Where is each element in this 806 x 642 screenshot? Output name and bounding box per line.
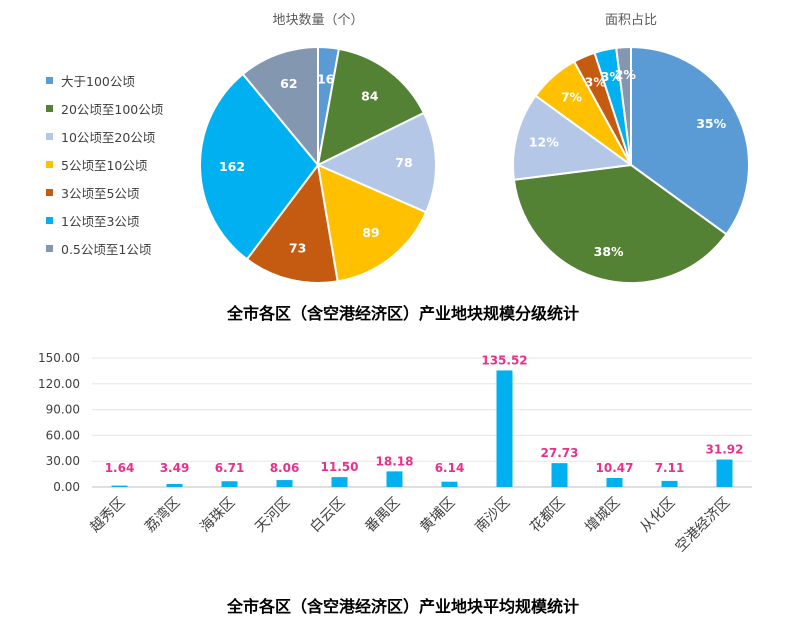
pie-slice-label: 38% — [594, 244, 624, 259]
legend-swatch — [46, 104, 53, 112]
legend-item: 3公顷至5公顷 — [46, 178, 163, 206]
bar-value-label: 27.73 — [541, 446, 579, 460]
bar — [276, 480, 293, 487]
pie-slice — [615, 45, 632, 166]
x-tick-label: 花都区 — [527, 495, 568, 536]
legend-item: 0.5公顷至1公顷 — [46, 234, 163, 262]
pies-caption: 全市各区（含空港经济区）产业地块规模分级统计 — [226, 304, 579, 323]
pie-slice — [241, 45, 319, 168]
legend-item: 1公顷至3公顷 — [46, 206, 163, 234]
legend-item: 大于100公顷 — [46, 66, 163, 94]
legend-swatch — [46, 244, 53, 252]
pie-slice-label: 84 — [361, 88, 379, 103]
legend-label: 10公顷至20公顷 — [61, 129, 156, 145]
y-tick-label: 120.00 — [38, 377, 80, 391]
y-tick-label: 30.00 — [46, 454, 80, 468]
pie-slice-label: 2% — [615, 67, 637, 82]
bar — [661, 480, 678, 487]
legend-label: 大于100公顷 — [61, 73, 135, 89]
bar — [551, 463, 568, 487]
legend-item: 5公顷至10公顷 — [46, 150, 163, 178]
legend-label: 1公顷至3公顷 — [61, 213, 140, 229]
x-tick-label: 增城区 — [582, 495, 623, 536]
pie-slice-label: 78 — [395, 155, 412, 170]
x-tick-label: 南沙区 — [472, 495, 513, 536]
bar-value-label: 8.06 — [270, 461, 300, 475]
legend-swatch — [46, 132, 53, 140]
bar-value-label: 7.11 — [655, 461, 685, 475]
y-tick-label: 60.00 — [46, 428, 80, 442]
legend-swatch — [46, 76, 53, 84]
legend-item: 20公顷至100公顷 — [46, 94, 163, 122]
bar — [111, 485, 128, 487]
bar — [221, 481, 238, 487]
bar — [166, 483, 183, 487]
legend-label: 0.5公顷至1公顷 — [61, 241, 152, 257]
pie-slice-label: 3% — [585, 74, 607, 89]
pie-slice — [245, 162, 339, 284]
bar-value-label: 3.49 — [160, 461, 190, 475]
bar-value-label: 6.14 — [435, 461, 465, 475]
pie-slice — [316, 163, 428, 283]
pie-slice — [512, 94, 634, 181]
bar — [496, 370, 513, 487]
bar — [716, 459, 733, 487]
bar — [441, 481, 458, 487]
x-tick-label: 番禺区 — [362, 495, 403, 536]
x-tick-label: 白云区 — [307, 495, 348, 536]
pie-slice-label: 3% — [601, 69, 623, 84]
x-tick-label: 从化区 — [637, 495, 678, 536]
legend-label: 5公顷至10公顷 — [61, 157, 148, 173]
y-tick-label: 150.00 — [38, 351, 80, 365]
pie-slice — [512, 163, 728, 284]
bar-value-label: 31.92 — [706, 443, 744, 457]
pie-slice-label: 12% — [529, 135, 559, 150]
x-tick-label: 天河区 — [252, 495, 293, 536]
y-tick-label: 90.00 — [46, 403, 80, 417]
legend-label: 3公顷至5公顷 — [61, 185, 140, 201]
legend-item: 10公顷至20公顷 — [46, 122, 163, 150]
pie-slice-label: 62 — [280, 76, 297, 91]
pie-slice-label: 7% — [561, 89, 583, 104]
pie-slice-label: 73 — [289, 241, 306, 256]
x-tick-label: 黄埔区 — [417, 494, 459, 536]
pie-title: 地块数量（个） — [272, 13, 363, 28]
x-tick-label: 荔湾区 — [142, 494, 184, 536]
bar-value-label: 10.47 — [596, 461, 634, 475]
bar-value-label: 135.52 — [481, 353, 527, 367]
bar — [331, 477, 348, 487]
pie-slice-label: 35% — [696, 116, 726, 131]
bar-value-label: 6.71 — [215, 461, 245, 475]
y-tick-label: 0.00 — [53, 480, 80, 494]
bar — [606, 477, 623, 487]
pie-slice-label: 16 — [317, 71, 335, 86]
bar-value-label: 1.64 — [105, 461, 135, 475]
pie-title: 面积占比 — [605, 13, 657, 28]
pie-slice-label: 89 — [362, 225, 379, 240]
bar-value-label: 18.18 — [376, 454, 414, 468]
x-tick-label: 海珠区 — [197, 495, 238, 536]
pie-slice — [316, 47, 426, 167]
bar — [386, 471, 403, 487]
x-tick-label: 越秀区 — [87, 495, 128, 536]
bar-value-label: 11.50 — [321, 460, 359, 474]
pie-legend: 大于100公顷 20公顷至100公顷 10公顷至20公顷 5公顷至10公顷 3公… — [46, 66, 163, 262]
legend-swatch — [46, 216, 53, 224]
bars-caption: 全市各区（含空港经济区）产业地块平均规模统计 — [226, 597, 579, 616]
pie-slice — [199, 72, 320, 261]
pie-slice-label: 162 — [219, 159, 245, 174]
pie-slice — [315, 111, 437, 214]
legend-swatch — [46, 160, 53, 168]
pie-slice — [630, 45, 750, 236]
legend-swatch — [46, 188, 53, 196]
x-tick-label: 空港经济区 — [673, 495, 734, 556]
legend-label: 20公顷至100公顷 — [61, 101, 164, 117]
